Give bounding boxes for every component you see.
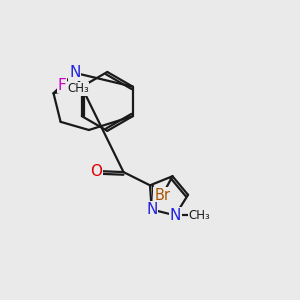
Text: O: O (90, 164, 102, 179)
Text: N: N (146, 202, 158, 217)
Text: F: F (58, 78, 67, 93)
Text: Br: Br (154, 188, 170, 203)
Text: CH₃: CH₃ (189, 209, 211, 222)
Text: N: N (169, 208, 181, 223)
Text: N: N (69, 65, 80, 80)
Text: CH₃: CH₃ (67, 82, 89, 95)
